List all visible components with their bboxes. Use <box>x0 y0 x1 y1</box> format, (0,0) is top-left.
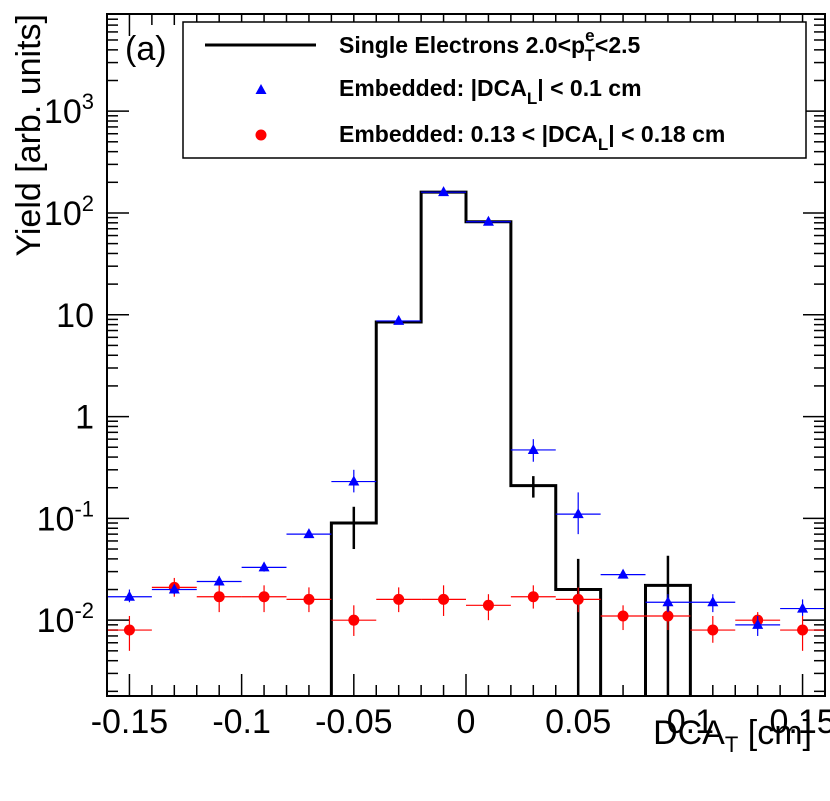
y-tick-label-exponent: 2 <box>82 191 94 216</box>
legend-entry-1-sub: L <box>527 89 537 108</box>
legend-entry-1-tail: | < 0.1 cm <box>537 75 641 101</box>
y-tick-label-exponent: -1 <box>74 496 94 521</box>
data-point-circle <box>303 593 315 605</box>
data-point-triangle <box>707 596 719 607</box>
legend-entry-2-tail: | < 0.18 cm <box>608 121 725 147</box>
legend-entry-1-text: Embedded: |DCA <box>339 75 527 101</box>
data-point-triangle <box>482 215 494 226</box>
x-tick-label: -0.1 <box>212 703 271 741</box>
legend-entry-2-sub: L <box>598 135 608 154</box>
data-point-circle <box>617 610 629 622</box>
legend-entry-embedded-small: Embedded: |DCAL| < 0.1 cm <box>339 75 642 108</box>
y-tick-label-base: 10 <box>56 297 94 335</box>
x-axis-title-unit: [cm] <box>738 714 812 752</box>
legend-circle-marker <box>255 129 267 141</box>
data-point-triangle <box>258 561 270 572</box>
y-tick-label: 1 <box>75 399 94 437</box>
x-axis-title-sub: T <box>725 732 738 757</box>
panel-label: (a) <box>125 30 167 68</box>
plot-frame <box>106 13 826 697</box>
y-tick-label: 102 <box>44 191 94 233</box>
data-point-triangle <box>438 186 450 197</box>
legend-entry-0-tail: <2.5 <box>595 32 641 58</box>
x-tick-label: 0.15 <box>769 703 830 741</box>
x-tick-label: 0.05 <box>545 703 611 741</box>
data-point-circle <box>213 591 225 603</box>
legend-entry-0-text: Single Electrons 2.0<p <box>339 32 585 58</box>
embedded-points <box>107 186 825 651</box>
legend-triangle-marker <box>255 84 267 94</box>
y-tick-label: 10-2 <box>37 598 94 640</box>
y-tick-label-base: 10 <box>44 93 82 131</box>
y-tick-label: 10-1 <box>37 496 94 538</box>
x-axis-title-main: DCA <box>653 714 725 752</box>
x-tick-label: -0.05 <box>315 703 393 741</box>
data-point-circle <box>348 614 360 626</box>
y-tick-label: 103 <box>44 89 94 131</box>
y-tick-label-base: 10 <box>44 195 82 233</box>
data-point-triangle <box>797 602 809 613</box>
legend-entry-single-electrons: Single Electrons 2.0<pe T<2.5 <box>339 26 641 65</box>
y-tick-label: 10 <box>56 297 94 335</box>
data-point-circle <box>438 593 450 605</box>
data-point-circle <box>707 624 719 636</box>
y-tick-label-base: 10 <box>37 602 75 640</box>
data-point-circle <box>572 593 584 605</box>
data-point-triangle <box>168 583 180 594</box>
legend: Single Electrons 2.0<pe T<2.5 Embedded: |… <box>182 21 807 159</box>
data-point-triangle <box>303 528 315 539</box>
legend-entry-embedded-large: Embedded: 0.13 < |DCAL| < 0.18 cm <box>339 121 725 154</box>
legend-entry-0-sup: e <box>585 26 594 45</box>
y-axis-title: Yield [arb. units] <box>10 14 48 257</box>
x-tick-label: 0 <box>457 703 476 741</box>
data-point-triangle <box>123 590 135 601</box>
data-point-circle <box>393 593 405 605</box>
y-tick-label-base: 10 <box>37 500 75 538</box>
data-point-triangle <box>213 575 225 586</box>
data-point-triangle <box>572 508 584 519</box>
y-tick-label-exponent: -2 <box>74 598 94 623</box>
y-tick-label-exponent: 3 <box>82 89 94 114</box>
x-tick-label: -0.15 <box>91 703 169 741</box>
data-point-circle <box>123 624 135 636</box>
data-point-triangle <box>348 475 360 486</box>
data-point-triangle <box>752 618 764 629</box>
tick-labels: -0.15 -0.1 -0.05 0 0.05 0.1 0.1510-210-1110102… <box>37 89 830 741</box>
data-point-circle <box>527 591 539 603</box>
y-tick-label-base: 1 <box>75 399 94 437</box>
data-point-circle <box>662 610 674 622</box>
legend-entry-0-sub: T <box>585 46 596 65</box>
data-point-triangle <box>617 568 629 579</box>
data-point-circle <box>797 624 809 636</box>
data-point-triangle <box>527 443 539 454</box>
data-point-triangle <box>393 314 405 325</box>
x-axis-title: DCAT [cm] <box>653 714 812 757</box>
x-tick-label: 0.1 <box>667 703 714 741</box>
data-point-circle <box>482 599 494 611</box>
data-point-triangle <box>662 596 674 607</box>
data-point-circle <box>258 591 270 603</box>
legend-entry-2-text: Embedded: 0.13 < |DCA <box>339 121 598 147</box>
